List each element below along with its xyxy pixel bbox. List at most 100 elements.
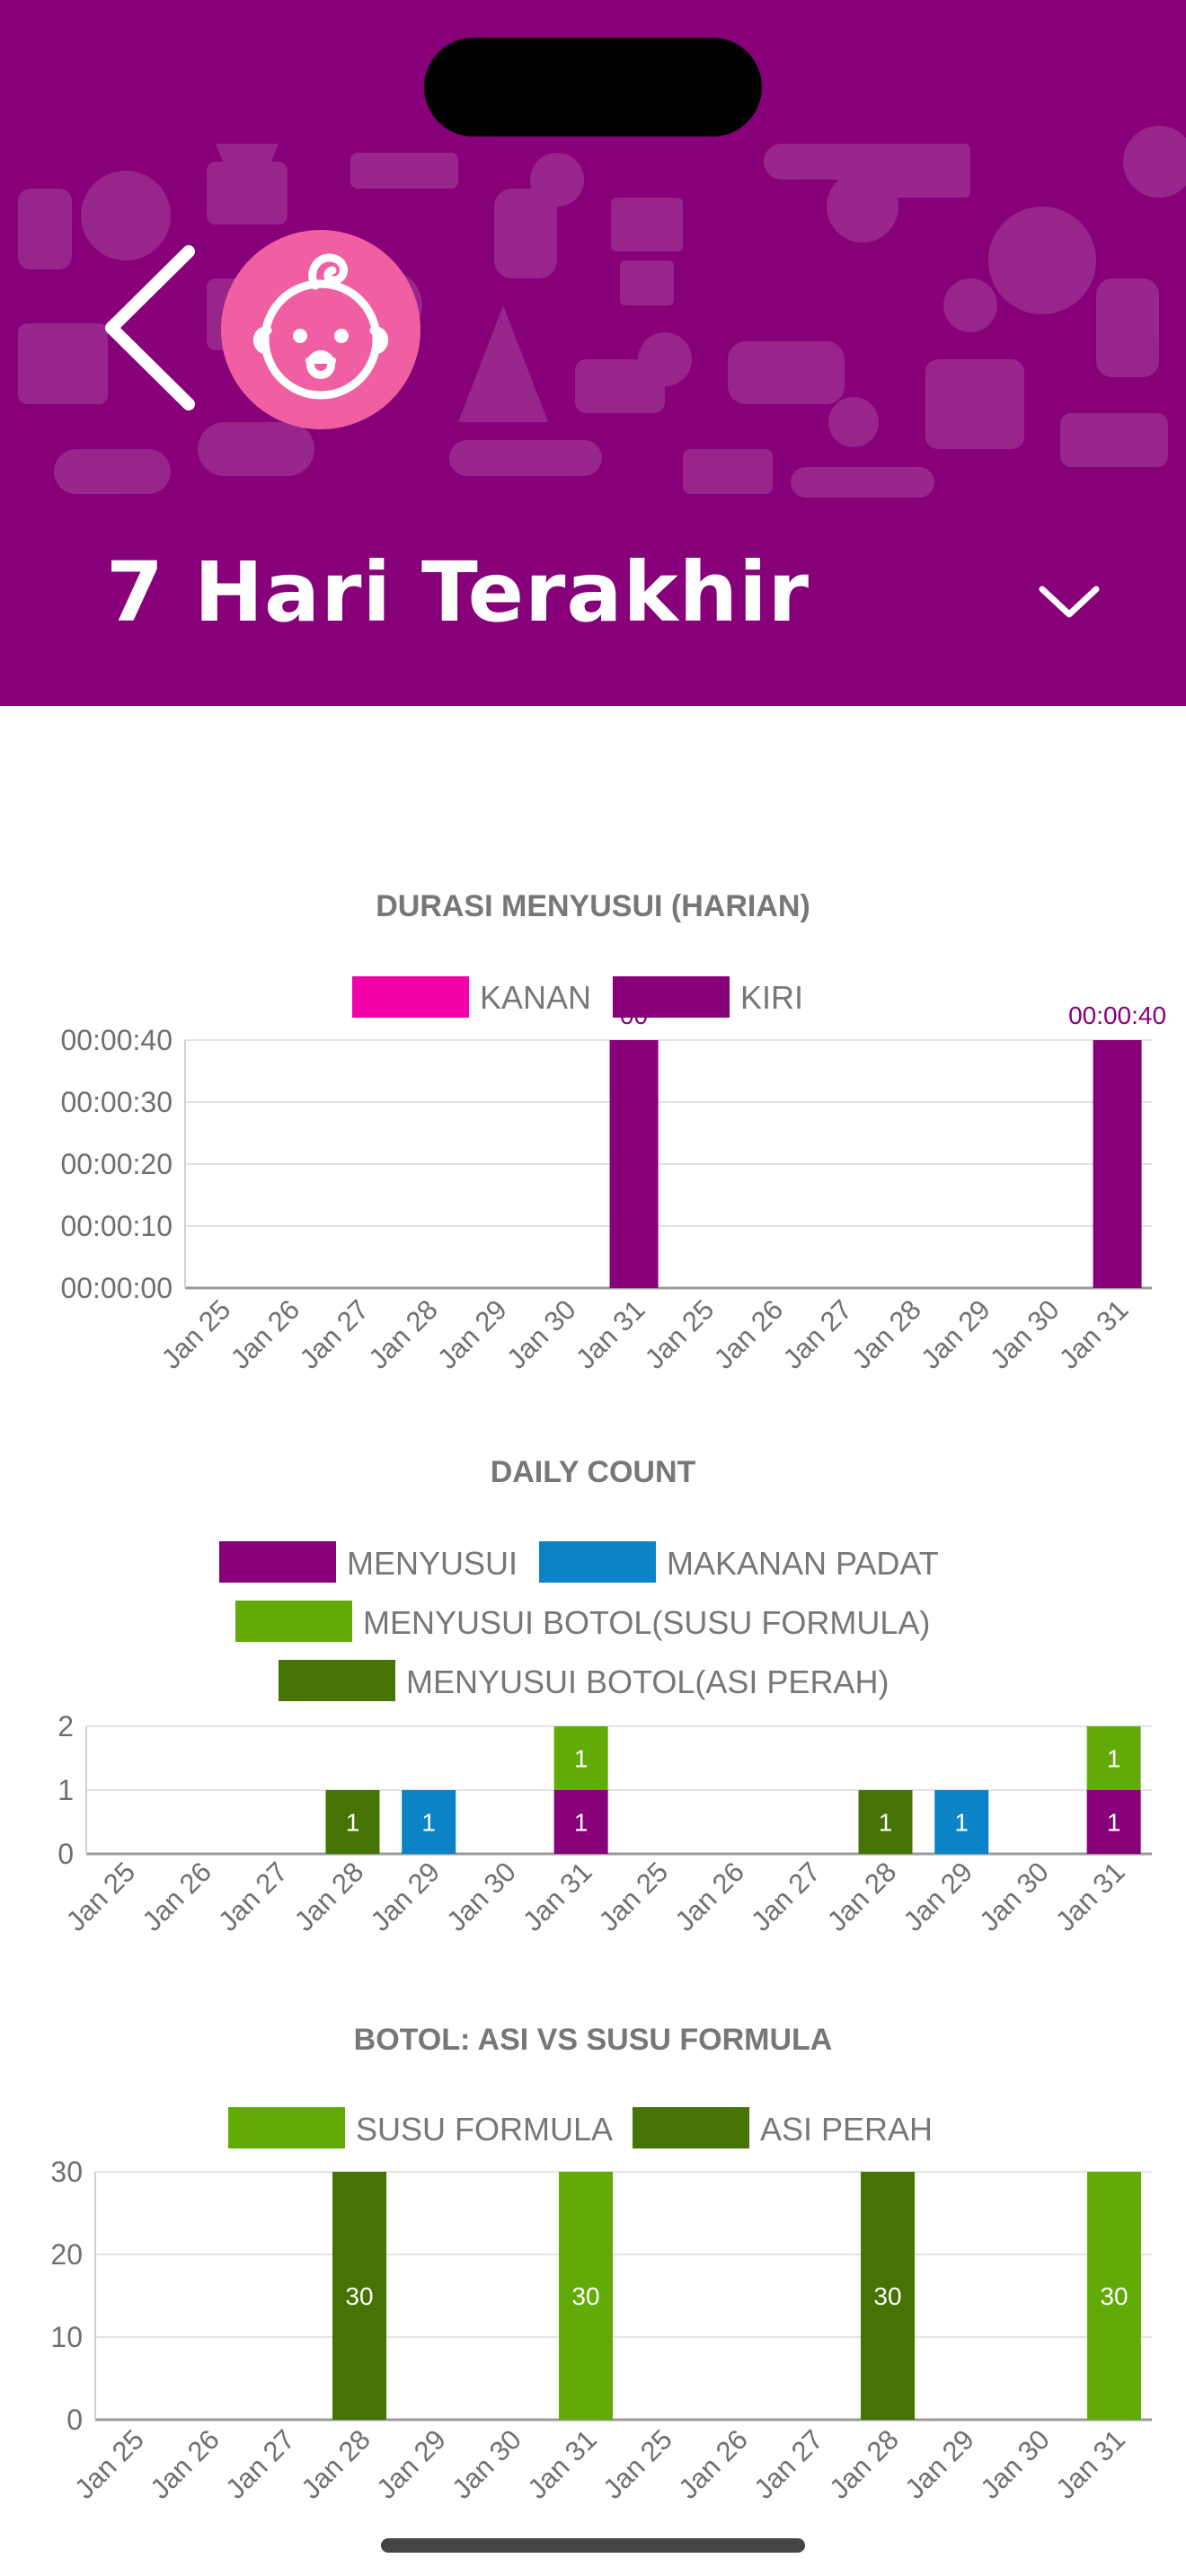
legend-label-kanan[interactable]: KANAN <box>480 979 592 1016</box>
bar-value-label: 00 <box>620 1001 648 1029</box>
legend-swatch-makanan-padat[interactable] <box>539 1541 656 1583</box>
chevron-down-icon <box>1039 586 1100 618</box>
bar-value-label: 1 <box>1107 1745 1121 1773</box>
legend-swatch-susu-formula[interactable] <box>235 1601 352 1642</box>
x-tick-label: Jan 26 <box>225 1293 306 1375</box>
x-tick-label: Jan 28 <box>823 2423 905 2505</box>
y-tick-label: 10 <box>50 2321 83 2353</box>
bar <box>553 1726 608 1790</box>
legend-label-bottle-asi-perah[interactable]: ASI PERAH <box>760 2111 934 2148</box>
x-tick-label: Jan 27 <box>745 1856 827 1937</box>
x-tick-label: Jan 26 <box>672 2423 754 2505</box>
x-tick-label: Jan 28 <box>295 2423 376 2505</box>
x-tick-label: Jan 28 <box>845 1293 927 1375</box>
x-tick-label: Jan 30 <box>974 2423 1056 2505</box>
bar-value-label: 1 <box>954 1809 969 1837</box>
bar-value-label: 1 <box>421 1809 436 1837</box>
bar <box>858 1790 913 1854</box>
x-tick-label: Jan 28 <box>362 1293 444 1375</box>
bar <box>559 2172 613 2420</box>
y-tick-label: 00:00:00 <box>60 1272 173 1304</box>
bar <box>609 1040 659 1288</box>
x-tick-label: Jan 27 <box>219 2423 301 2505</box>
bar-value-label: 30 <box>345 2282 373 2310</box>
legend-label-susu-formula[interactable]: MENYUSUI BOTOL(SUSU FORMULA) <box>363 1604 931 1641</box>
x-tick-label: Jan 27 <box>212 1856 294 1937</box>
legend-swatch-asi-perah[interactable] <box>279 1660 395 1701</box>
bar-value-label: 1 <box>879 1809 893 1837</box>
x-tick-label: Jan 27 <box>294 1293 376 1375</box>
x-tick-label: Jan 30 <box>440 1856 522 1937</box>
bar-value-label: 1 <box>1107 1809 1121 1837</box>
x-tick-label: Jan 26 <box>708 1293 790 1375</box>
x-tick-label: Jan 30 <box>446 2423 527 2505</box>
x-tick-label: Jan 30 <box>500 1293 582 1375</box>
bar-value-label: 1 <box>574 1809 589 1837</box>
x-tick-label: Jan 31 <box>517 1856 598 1937</box>
legend-label-bottle-susu-formula[interactable]: SUSU FORMULA <box>356 2111 614 2148</box>
bar-value-label: 1 <box>574 1745 589 1773</box>
baby-items-pattern <box>18 126 1186 498</box>
legend-swatch-kiri[interactable] <box>613 976 730 1018</box>
x-tick-label: Jan 29 <box>898 1856 979 1937</box>
y-tick-label: 2 <box>58 1710 74 1742</box>
legend-label-asi-perah[interactable]: MENYUSUI BOTOL(ASI PERAH) <box>406 1663 890 1700</box>
x-tick-label: Jan 25 <box>593 1856 675 1937</box>
chevron-left-icon <box>105 245 195 410</box>
legend-label-makanan-padat[interactable]: MAKANAN PADAT <box>667 1545 939 1582</box>
x-tick-label: Jan 29 <box>915 1293 996 1375</box>
legend-swatch-menyusui[interactable] <box>219 1541 336 1583</box>
bar <box>934 1790 989 1854</box>
bar-value-label: 30 <box>571 2282 599 2310</box>
home-indicator <box>381 2538 805 2553</box>
legend-label-menyusui[interactable]: MENYUSUI <box>347 1545 518 1582</box>
y-tick-label: 0 <box>58 1838 74 1870</box>
y-tick-label: 00:00:10 <box>60 1210 173 1242</box>
bar <box>553 1790 608 1854</box>
chart-title-daily-count: DAILY COUNT <box>490 1455 696 1489</box>
y-tick-label: 30 <box>50 2156 83 2188</box>
bar <box>1086 1790 1141 1854</box>
x-tick-label: Jan 29 <box>370 2423 452 2505</box>
y-tick-label: 0 <box>66 2404 83 2436</box>
x-tick-label: Jan 25 <box>597 2423 678 2505</box>
x-tick-label: Jan 25 <box>155 1293 237 1375</box>
chart-title-duration: DURASI MENYUSUI (HARIAN) <box>376 889 810 923</box>
bar <box>1086 1726 1141 1790</box>
x-tick-label: Jan 31 <box>1053 1293 1135 1375</box>
y-tick-label: 1 <box>58 1774 74 1806</box>
legend-swatch-bottle-asi-perah[interactable] <box>633 2107 749 2148</box>
x-tick-label: Jan 28 <box>288 1856 370 1937</box>
duration-chart: 00:00:00 00:00:10 00:00:20 00:00:30 00:00:40… <box>60 1001 1166 1375</box>
baby-face-icon <box>253 253 388 400</box>
bar <box>402 1790 456 1854</box>
x-tick-label: Jan 27 <box>777 1293 859 1375</box>
avatar[interactable] <box>221 230 420 429</box>
x-tick-label: Jan 26 <box>668 1856 750 1937</box>
back-button[interactable] <box>99 243 207 413</box>
bar-value-label: 1 <box>346 1809 360 1837</box>
x-tick-label: Jan 31 <box>521 2423 603 2505</box>
x-tick-label: Jan 26 <box>144 2423 226 2505</box>
bar-value-label: 30 <box>873 2282 901 2310</box>
x-tick-label: Jan 27 <box>748 2423 829 2505</box>
y-tick-label: 00:00:20 <box>60 1148 173 1180</box>
y-tick-label: 00:00:40 <box>60 1024 173 1056</box>
bar <box>1087 2172 1141 2420</box>
camera-notch <box>424 38 762 137</box>
y-tick-label: 00:00:30 <box>60 1086 173 1118</box>
legend-swatch-bottle-susu-formula[interactable] <box>228 2107 345 2148</box>
legend-swatch-kanan[interactable] <box>352 976 469 1018</box>
y-tick-label: 20 <box>50 2238 83 2271</box>
period-dropdown-button[interactable] <box>1033 575 1105 629</box>
bar <box>332 2172 386 2420</box>
bar <box>861 2172 915 2420</box>
x-tick-label: Jan 25 <box>639 1293 721 1375</box>
bar-value-label: 00:00:40 <box>1068 1001 1166 1029</box>
x-tick-label: Jan 31 <box>1049 1856 1131 1937</box>
x-tick-label: Jan 29 <box>898 2423 980 2505</box>
legend-label-kiri[interactable]: KIRI <box>740 979 804 1016</box>
bar-value-label: 30 <box>1100 2282 1128 2310</box>
x-tick-label: Jan 29 <box>365 1856 447 1937</box>
x-tick-label: Jan 31 <box>570 1293 651 1375</box>
